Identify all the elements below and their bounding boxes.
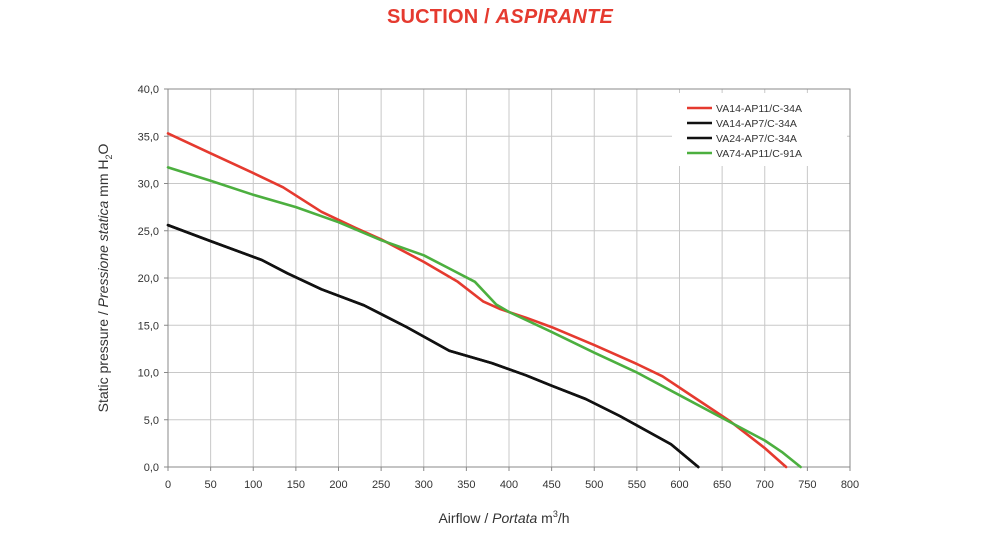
chart-title: SUCTION / ASPIRANTE (0, 6, 1000, 29)
y-axis-title-unit-end: O (95, 144, 111, 155)
y-axis-title-sub: 2 (104, 155, 114, 160)
y-tick-label: 20,0 (138, 273, 159, 285)
legend: VA14-AP11/C-34A VA14-AP7/C-34A VA24-AP7/C-… (672, 93, 847, 166)
x-tick-label: 650 (713, 479, 731, 491)
legend-items: VA14-AP11/C-34A VA14-AP7/C-34A VA24-AP7/C-… (687, 103, 802, 160)
chart-title-italic: ASPIRANTE (495, 6, 614, 28)
x-tick-label: 500 (585, 479, 603, 491)
tick-layer: 0 50 100 150 200 250 300 350 400 450 500 550 600 650 7… (138, 84, 860, 491)
y-tick-label: 40,0 (138, 84, 159, 96)
x-axis-title-unit: m (537, 510, 553, 526)
x-tick-label: 750 (798, 479, 816, 491)
y-tick-label: 25,0 (138, 226, 159, 238)
legend-label-1: VA14-AP11/C-34A (716, 103, 802, 115)
x-tick-label: 200 (329, 479, 347, 491)
y-tick-label: 15,0 (138, 320, 159, 332)
y-axis-title-unit: mm H (95, 160, 111, 201)
series-layer (166, 132, 802, 469)
y-tick-label: 30,0 (138, 179, 159, 191)
legend-label-4: VA74-AP11/C-91A (716, 148, 802, 160)
x-tick-label: 150 (287, 479, 305, 491)
x-tick-label: 100 (244, 479, 262, 491)
x-tick-label: 50 (205, 479, 217, 491)
x-tick-label: 300 (415, 479, 433, 491)
x-axis-title-part1: Airflow / (438, 510, 492, 526)
y-axis-title-italic: Pressione statica (95, 201, 111, 308)
series-line-3 (166, 223, 700, 469)
series-line-1 (166, 132, 788, 469)
series-line-4 (166, 166, 802, 469)
x-tick-label: 250 (372, 479, 390, 491)
y-tick-label: 0,0 (144, 462, 159, 474)
x-axis-title: Airflow / Portata m3/h (438, 509, 569, 526)
y-axis-title: Static pressure / Pressione statica mm H… (95, 144, 114, 413)
legend-label-2: VA14-AP7/C-34A (716, 118, 797, 130)
x-tick-label: 600 (670, 479, 688, 491)
y-tick-label: 10,0 (138, 368, 159, 380)
x-axis-title-italic: Portata (492, 510, 537, 526)
legend-label-3: VA24-AP7/C-34A (716, 133, 797, 145)
y-tick-label: 5,0 (144, 415, 159, 427)
x-tick-label: 0 (165, 479, 171, 491)
y-axis-title-part1: Static pressure / (95, 307, 111, 412)
x-axis-title-unit-end: /h (558, 510, 570, 526)
y-tick-label: 35,0 (138, 131, 159, 143)
x-tick-label: 550 (628, 479, 646, 491)
x-tick-label: 450 (542, 479, 560, 491)
x-tick-label: 400 (500, 479, 518, 491)
x-tick-label: 700 (756, 479, 774, 491)
x-tick-label: 350 (457, 479, 475, 491)
x-axis-title-sup: 3 (553, 509, 558, 519)
x-tick-label: 800 (841, 479, 859, 491)
chart-title-main: SUCTION / (386, 6, 496, 28)
